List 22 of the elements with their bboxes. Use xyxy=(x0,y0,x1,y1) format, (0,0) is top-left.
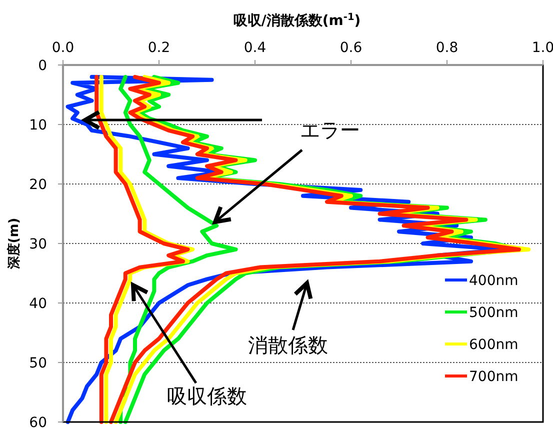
legend-label: 600nm xyxy=(469,337,518,353)
y-tick-label: 50 xyxy=(29,356,47,372)
annotation: 消散係数 xyxy=(248,333,328,357)
annotation: 吸収係数 xyxy=(167,384,247,408)
x-tick-label: 0.4 xyxy=(244,40,266,56)
legend-label: 500nm xyxy=(469,305,518,321)
x-tick-label: 0.8 xyxy=(436,40,458,56)
y-tick-label: 30 xyxy=(29,236,47,252)
x-tick-label: 1.0 xyxy=(532,40,553,56)
y-tick-label: 10 xyxy=(29,118,47,134)
x-axis-title: 吸収/消散係数(m$^{-1}$) xyxy=(233,12,361,29)
x-tick-label: 0.0 xyxy=(52,40,74,56)
y-tick-label: 60 xyxy=(29,415,47,428)
y-tick-label: 40 xyxy=(29,296,47,312)
annotation: エラー xyxy=(300,118,360,142)
y-axis-title: 深度(m) xyxy=(6,218,22,270)
legend-label: 400nm xyxy=(469,273,518,289)
y-tick-label: 20 xyxy=(29,177,47,193)
x-tick-label: 0.6 xyxy=(340,40,362,56)
legend-label: 700nm xyxy=(469,369,518,385)
x-tick-label: 0.2 xyxy=(148,40,170,56)
y-tick-label: 0 xyxy=(38,58,47,74)
